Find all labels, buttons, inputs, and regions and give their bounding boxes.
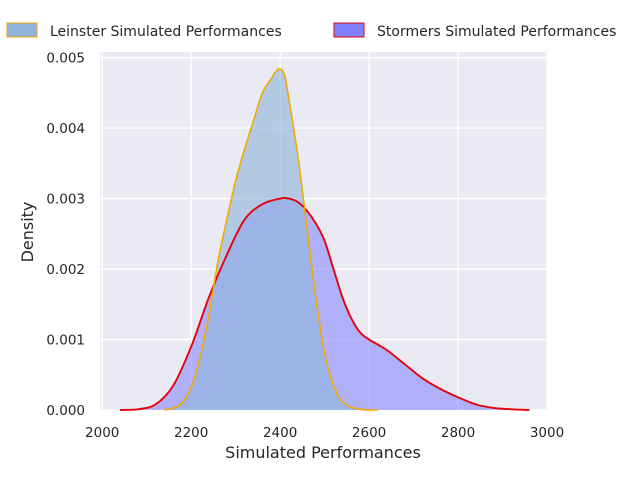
- density-line-leinster: [164, 68, 378, 411]
- x-tick-label: 2200: [174, 425, 208, 441]
- y-tick-label: 0.005: [46, 51, 85, 67]
- legend-label-stormers: Stormers Simulated Performances: [377, 24, 616, 40]
- x-axis-label: Simulated Performances: [225, 443, 421, 462]
- legend-swatch-leinster: [6, 22, 38, 38]
- x-axis-ticks: 2000 2200 2400 2600 2800 3000: [85, 425, 564, 441]
- x-tick-label: 2600: [352, 425, 386, 441]
- y-tick-label: 0.002: [46, 262, 85, 278]
- density-area-leinster: [164, 68, 378, 411]
- y-tick-label: 0.000: [46, 403, 85, 419]
- x-tick-label: 2000: [85, 425, 119, 441]
- x-tick-label: 2400: [263, 425, 297, 441]
- y-tick-label: 0.003: [46, 192, 85, 208]
- x-tick-label: 2800: [441, 425, 475, 441]
- legend-label-leinster: Leinster Simulated Performances: [50, 24, 282, 40]
- x-tick-label: 3000: [530, 425, 564, 441]
- y-axis-ticks: 0.000 0.001 0.002 0.003 0.004 0.005: [46, 51, 85, 419]
- y-tick-label: 0.001: [46, 333, 85, 349]
- series-layer: [119, 68, 530, 411]
- y-axis-label: Density: [18, 202, 37, 263]
- legend: Leinster Simulated Performances Stormers…: [6, 22, 616, 40]
- legend-swatch-stormers: [333, 22, 365, 38]
- density-line-stormers: [119, 197, 530, 411]
- y-tick-label: 0.004: [46, 121, 85, 137]
